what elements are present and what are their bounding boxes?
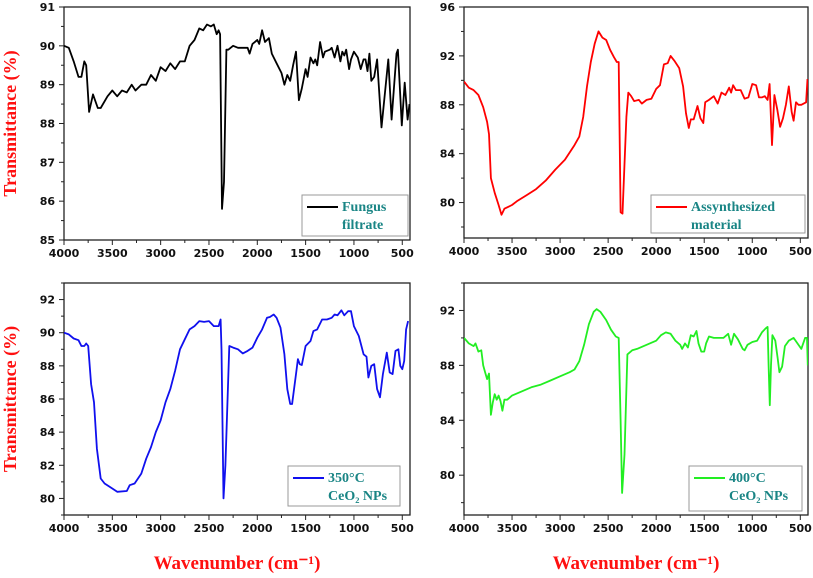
x-tick-label: 1000 xyxy=(339,522,370,535)
x-tick-label: 2000 xyxy=(242,522,273,535)
x-tick-label: 2500 xyxy=(593,245,624,258)
legend-label: 400°C xyxy=(729,471,766,486)
x-tick-label: 2500 xyxy=(194,522,225,535)
legend-label: CeO₂ NPs xyxy=(729,489,789,504)
x-axis-title: Wavenumber (cm⁻¹) xyxy=(154,553,321,574)
legend-label: CeO₂ NPs xyxy=(328,489,388,504)
x-tick-label: 2000 xyxy=(242,247,273,260)
x-tick-label: 500 xyxy=(789,245,812,258)
x-tick-label: 3000 xyxy=(545,522,576,535)
legend: 400°C CeO₂ NPs xyxy=(688,465,803,512)
y-tick-label: 84 xyxy=(440,414,456,427)
panel-4: 4000 3500 3000 2500 2000 1500 1000 500 80 84 88 92 4… xyxy=(440,282,812,574)
x-tick-label: 1000 xyxy=(339,247,370,260)
panel-1: 4000 3500 3000 2500 2000 1500 1000 500 85 86 87 88 8… xyxy=(0,1,414,260)
x-tick-label: 4000 xyxy=(449,245,480,258)
y-tick-label: 92 xyxy=(40,294,55,307)
y-axis-title: Transmittance (%) xyxy=(0,50,21,196)
x-tick-label: 3000 xyxy=(145,247,176,260)
x-tick-label: 500 xyxy=(789,522,812,535)
x-tick-label: 3000 xyxy=(145,522,176,535)
x-tick-label: 2500 xyxy=(593,522,624,535)
x-tick-label: 1500 xyxy=(689,245,720,258)
y-tick-label: 96 xyxy=(440,1,456,14)
y-tick-label: 90 xyxy=(40,40,56,53)
x-tick-label: 1500 xyxy=(689,522,720,535)
x-tick-label: 4000 xyxy=(449,522,480,535)
y-tick-label: 92 xyxy=(440,50,455,63)
y-tick-label: 85 xyxy=(40,234,55,247)
x-tick-label: 1000 xyxy=(737,522,768,535)
y-tick-label: 84 xyxy=(440,148,456,161)
legend-box xyxy=(301,194,409,237)
legend-label: Fungus xyxy=(342,200,387,215)
y-tick-label: 82 xyxy=(40,459,55,472)
legend-box xyxy=(688,465,803,512)
spectrum-line xyxy=(464,308,808,494)
y-tick-label: 89 xyxy=(40,79,55,92)
x-tick-label: 3500 xyxy=(97,522,128,535)
y-tick-label: 92 xyxy=(440,304,455,317)
x-tick-label: 4000 xyxy=(49,247,80,260)
spectrum-line xyxy=(64,309,409,500)
x-tick-label: 3500 xyxy=(497,522,528,535)
y-tick-label: 80 xyxy=(440,469,456,482)
legend-box xyxy=(650,194,806,234)
x-tick-label: 2000 xyxy=(641,522,672,535)
x-tick-label: 1500 xyxy=(290,522,321,535)
y-tick-label: 80 xyxy=(440,197,456,210)
spectrum-line xyxy=(64,23,410,210)
legend-box xyxy=(287,465,401,507)
x-tick-label: 1000 xyxy=(737,245,768,258)
panel-2: 4000 3500 3000 2500 2000 1500 1000 500 80 84 88 92 9… xyxy=(440,1,812,258)
y-tick-label: 87 xyxy=(40,156,55,169)
y-tick-label: 90 xyxy=(40,327,56,340)
y-tick-label: 86 xyxy=(40,393,56,406)
x-tick-label: 4000 xyxy=(49,522,80,535)
x-tick-label: 500 xyxy=(391,522,414,535)
x-tick-label: 3500 xyxy=(97,247,128,260)
y-tick-label: 80 xyxy=(40,492,56,505)
y-tick-label: 88 xyxy=(40,360,55,373)
legend-label: filtrate xyxy=(342,218,383,233)
y-axis-title: Transmittance (%) xyxy=(0,326,21,472)
panel-3: 4000 3500 3000 2500 2000 1500 1000 500 80 82 84 86 8… xyxy=(0,282,414,574)
y-tick-label: 84 xyxy=(40,426,56,439)
x-tick-label: 3500 xyxy=(497,245,528,258)
legend-label: Assynthesized xyxy=(691,200,775,215)
y-tick-label: 88 xyxy=(440,359,455,372)
x-tick-label: 2000 xyxy=(641,245,672,258)
x-axis-title: Wavenumber (cm⁻¹) xyxy=(553,553,720,574)
x-tick-label: 1500 xyxy=(290,247,321,260)
legend: Assynthesized material xyxy=(650,194,806,234)
y-tick-label: 91 xyxy=(40,1,55,14)
legend: 350°C CeO₂ NPs xyxy=(287,465,401,507)
y-tick-label: 86 xyxy=(40,195,56,208)
plot-frame xyxy=(463,282,809,516)
legend: Fungus filtrate xyxy=(301,194,409,237)
plot-frame xyxy=(463,6,809,239)
spectrum-line xyxy=(464,30,808,216)
x-tick-label: 2500 xyxy=(194,247,225,260)
x-tick-label: 500 xyxy=(391,247,414,260)
legend-label: 350°C xyxy=(328,471,365,486)
legend-label: material xyxy=(691,218,742,233)
x-tick-label: 3000 xyxy=(545,245,576,258)
y-tick-label: 88 xyxy=(440,99,455,112)
y-tick-label: 88 xyxy=(40,118,55,131)
